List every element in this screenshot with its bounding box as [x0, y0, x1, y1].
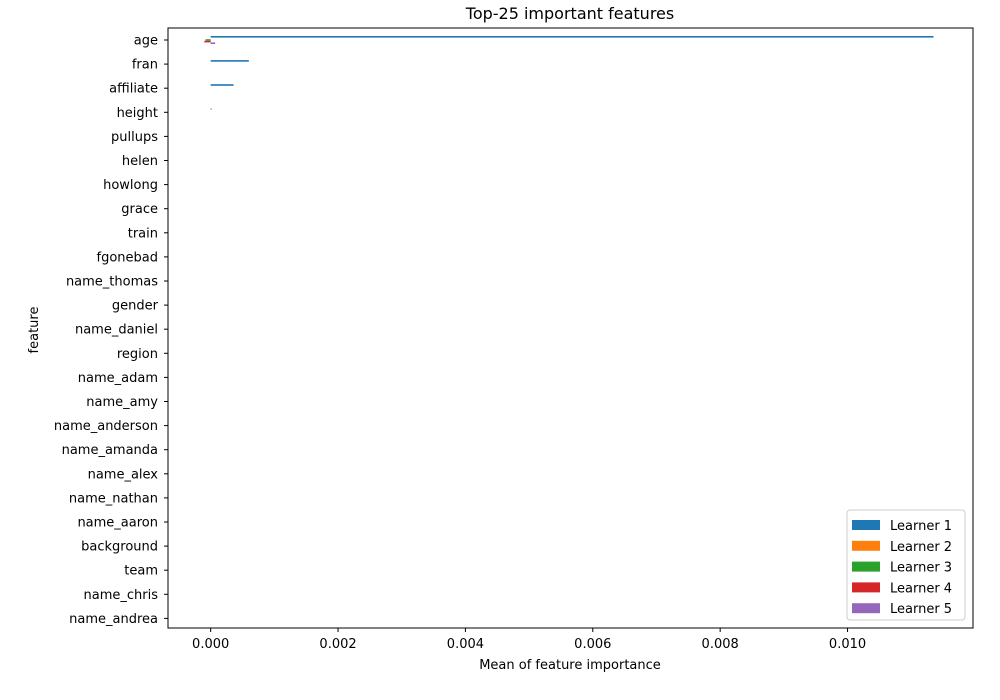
plot-frame [167, 27, 974, 629]
bar-affiliate-series-1 [210, 84, 234, 86]
legend-label-1: Learner 1 [890, 519, 952, 534]
bar-age-series-5 [210, 42, 216, 44]
y-tick-label-affiliate: affiliate [109, 82, 158, 97]
y-tick-label-name_thomas: name_thomas [66, 275, 158, 290]
legend-swatch-1 [852, 520, 880, 530]
y-tick-label-name_aaron: name_aaron [77, 516, 158, 531]
chart-title: Top-25 important features [465, 4, 674, 23]
x-tick-label-0.008: 0.008 [702, 637, 739, 652]
x-tick-label-0.006: 0.006 [574, 637, 611, 652]
y-tick-label-gender: gender [112, 299, 159, 314]
bar-fran-series-1 [210, 60, 249, 62]
legend: Learner 1 Learner 2 Learner 3 Learner 4 Lear… [846, 509, 966, 621]
y-tick-label-fgonebad: fgonebad [97, 250, 159, 265]
y-tick-label-pullups: pullups [111, 130, 158, 145]
legend-box [846, 509, 966, 621]
bar-height-series-1 [210, 108, 212, 110]
bar-age-series-1 [210, 36, 934, 38]
legend-label-4: Learner 4 [890, 581, 952, 596]
legend-swatch-2 [852, 540, 880, 551]
bar-age-series-3 [205, 39, 211, 41]
y-tick-label-name_nathan: name_nathan [69, 491, 158, 506]
y-tick-label-name_adam: name_adam [78, 371, 158, 386]
x-axis-label: Mean of feature importance [479, 658, 661, 673]
y-tick-label-name_amanda: name_amanda [62, 443, 158, 458]
y-tick-label-team: team [124, 564, 158, 579]
legend-swatch-4 [852, 582, 880, 593]
bars-layer [204, 36, 934, 110]
y-tick-label-name_andrea: name_andrea [69, 612, 158, 627]
legend-label-2: Learner 2 [890, 540, 952, 555]
y-axis-ticks: age fran affiliate height pullups helen howlon… [54, 34, 168, 627]
x-tick-label-0.000: 0.000 [192, 637, 229, 652]
x-axis-ticks: 0.000 0.002 0.004 0.006 0.008 0.010 [192, 628, 866, 652]
y-tick-label-name_daniel: name_daniel [75, 323, 158, 338]
legend-label-5: Learner 5 [890, 602, 952, 617]
legend-label-3: Learner 3 [890, 561, 952, 576]
y-tick-label-howlong: howlong [103, 178, 158, 193]
x-tick-label-0.002: 0.002 [319, 637, 356, 652]
y-tick-label-region: region [117, 347, 158, 362]
x-tick-label-0.010: 0.010 [829, 637, 866, 652]
legend-swatch-3 [852, 561, 880, 572]
y-tick-label-train: train [128, 226, 158, 241]
y-tick-label-name_chris: name_chris [84, 588, 159, 603]
y-tick-label-name_alex: name_alex [88, 467, 159, 482]
y-tick-label-background: background [81, 540, 158, 555]
y-tick-label-name_anderson: name_anderson [54, 419, 158, 434]
y-tick-label-helen: helen [122, 154, 158, 169]
y-tick-label-height: height [117, 106, 158, 121]
bar-age-series-4 [204, 40, 211, 43]
x-tick-label-0.004: 0.004 [447, 637, 484, 652]
y-tick-label-fran: fran [132, 58, 158, 73]
y-tick-label-age: age [134, 34, 158, 49]
y-tick-label-grace: grace [121, 202, 158, 217]
y-tick-label-name_amy: name_amy [86, 395, 158, 410]
legend-swatch-5 [852, 603, 880, 614]
y-axis-label: feature [27, 307, 42, 354]
